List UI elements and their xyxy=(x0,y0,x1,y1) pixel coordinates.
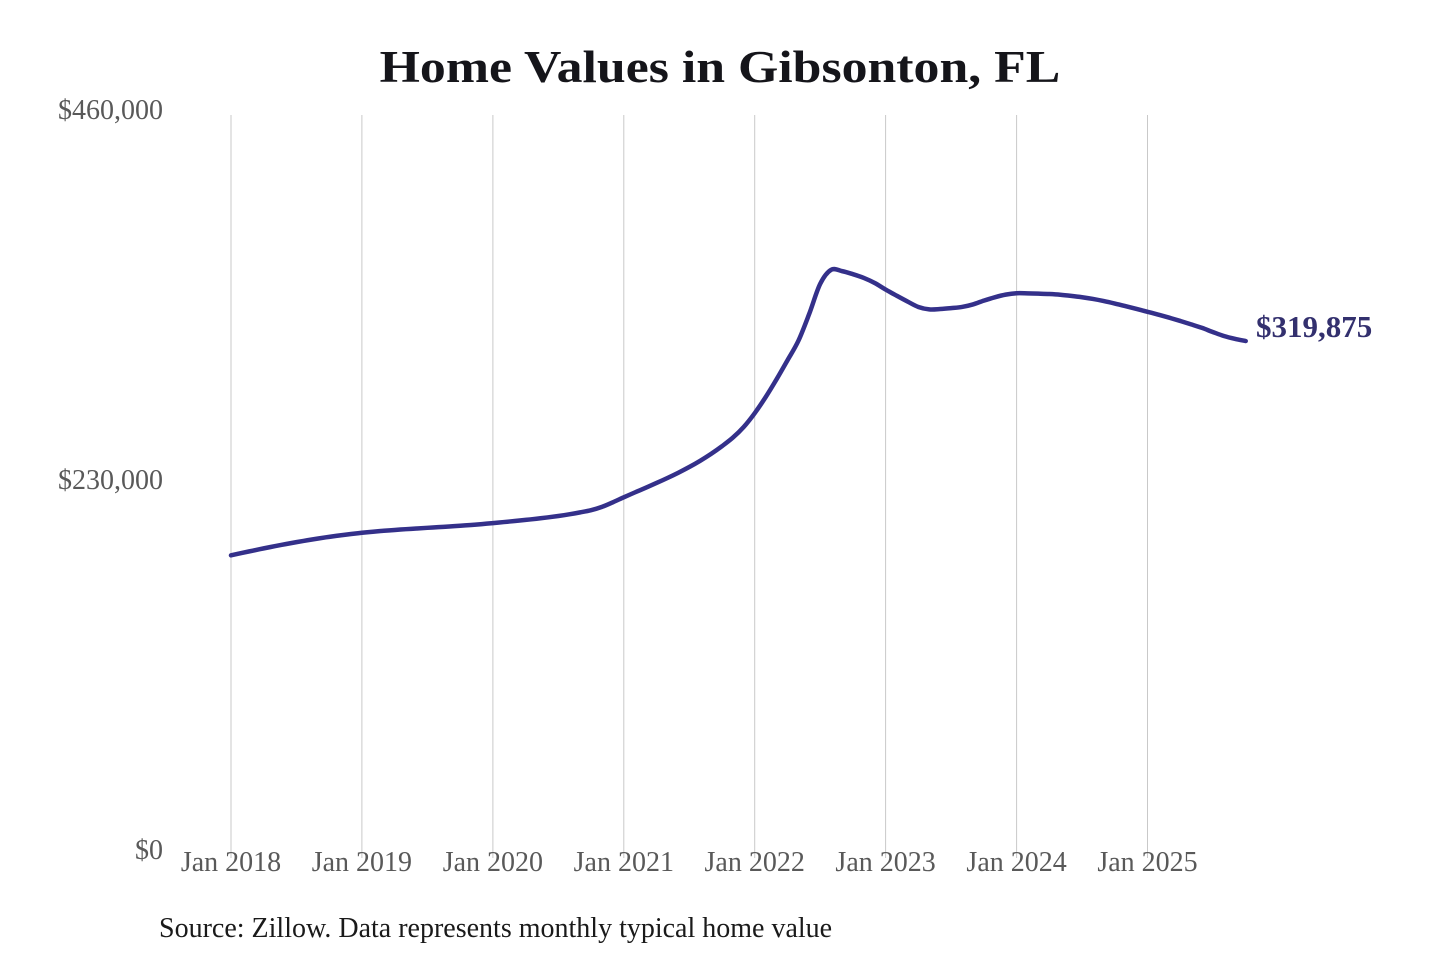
svg-text:Jan 2022: Jan 2022 xyxy=(705,847,805,878)
svg-text:Jan 2021: Jan 2021 xyxy=(574,847,674,878)
svg-text:Jan 2023: Jan 2023 xyxy=(835,847,935,878)
svg-text:$460,000: $460,000 xyxy=(58,95,163,126)
svg-text:$319,875: $319,875 xyxy=(1256,309,1372,344)
svg-text:$0: $0 xyxy=(135,835,163,866)
svg-text:Jan 2020: Jan 2020 xyxy=(443,847,543,878)
svg-text:Jan 2025: Jan 2025 xyxy=(1097,847,1197,878)
svg-text:Jan 2018: Jan 2018 xyxy=(181,847,281,878)
svg-text:Jan 2019: Jan 2019 xyxy=(312,847,412,878)
svg-text:$230,000: $230,000 xyxy=(58,465,163,496)
svg-text:Jan 2024: Jan 2024 xyxy=(966,847,1066,878)
